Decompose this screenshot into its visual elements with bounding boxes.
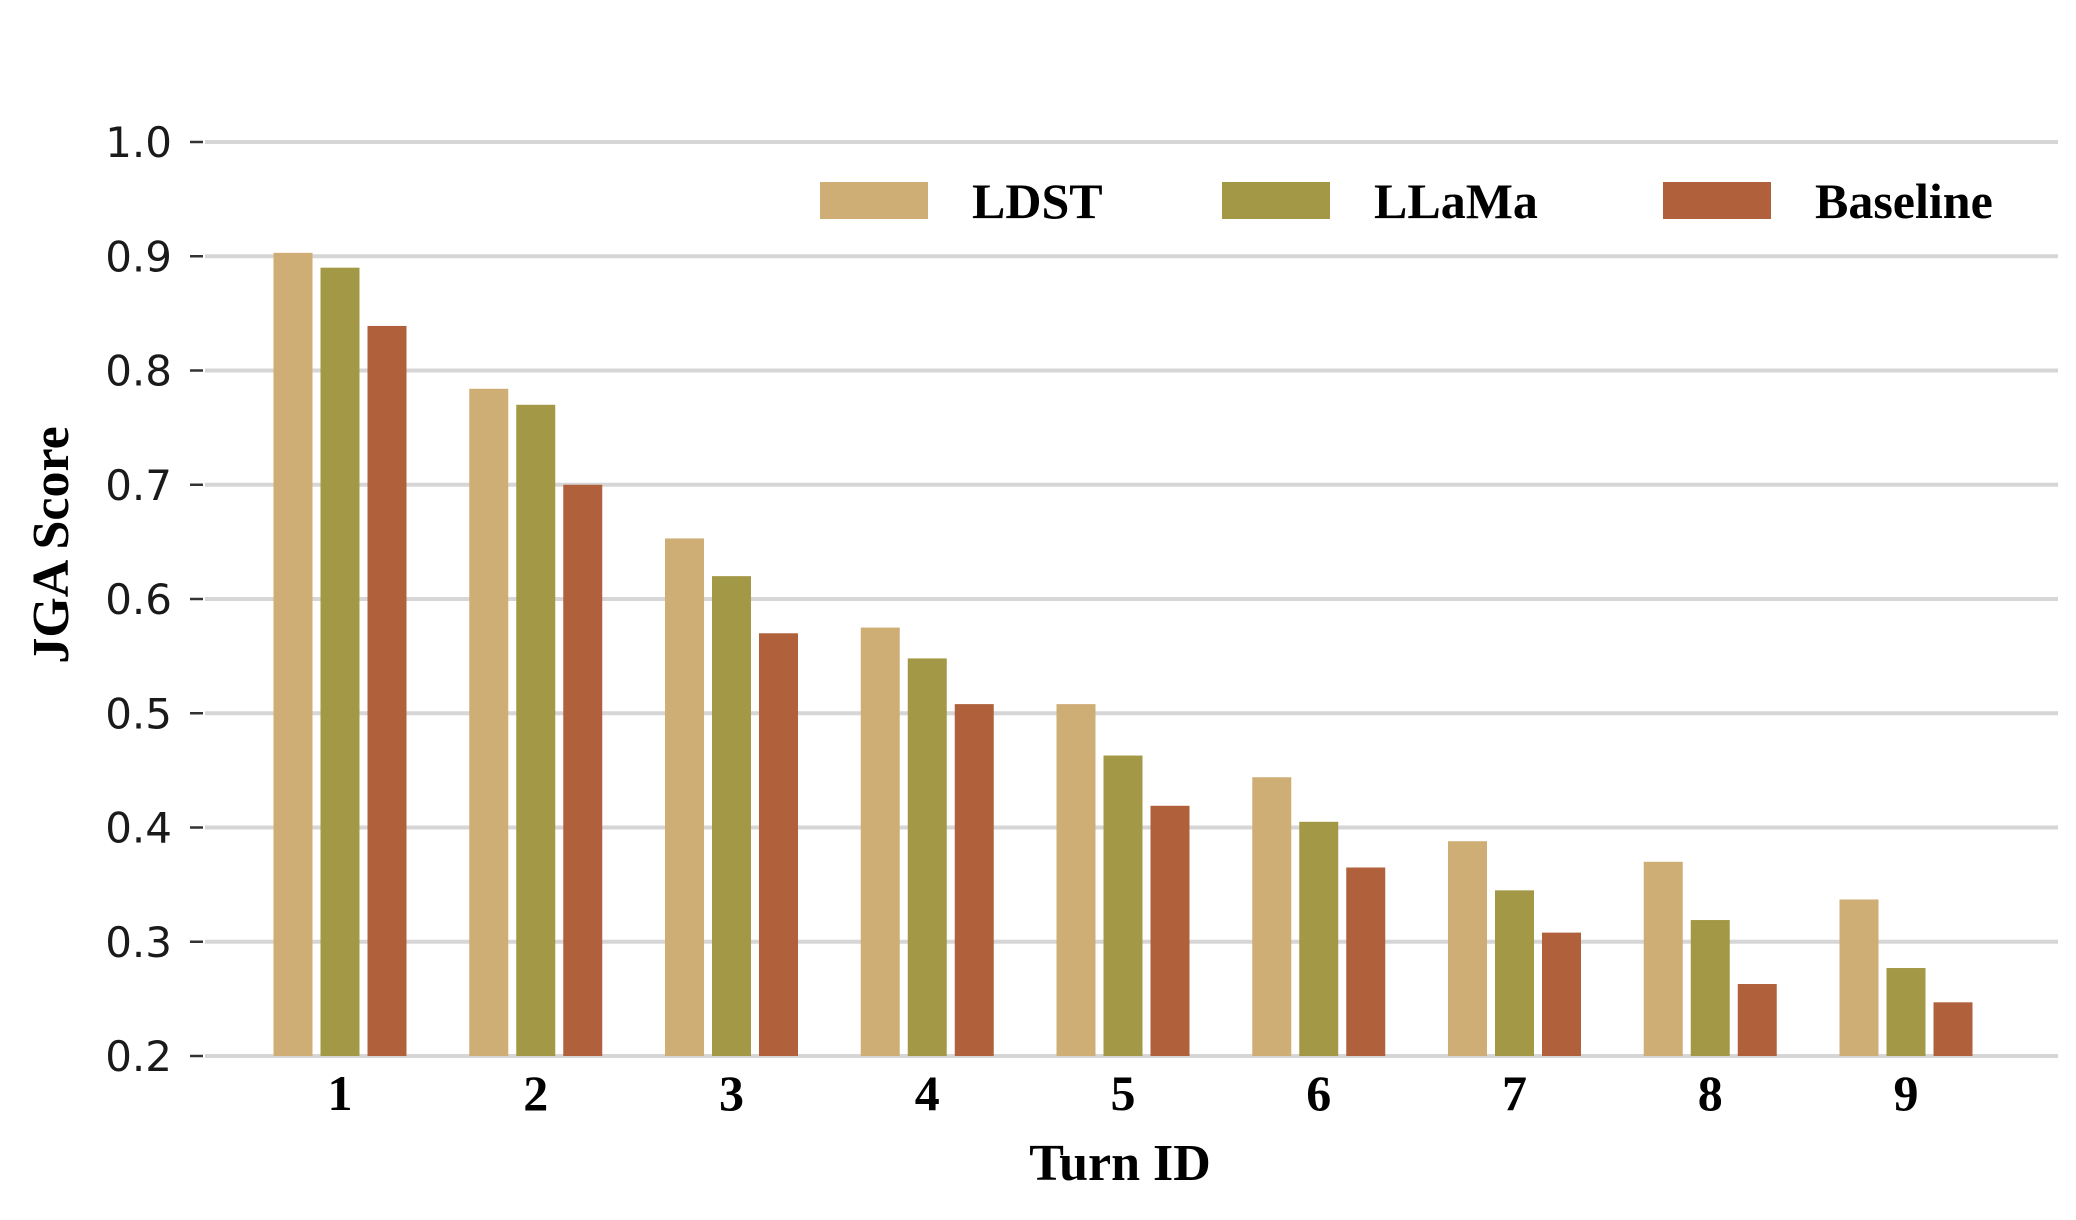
x-tick-label: 8 [1698,1065,1723,1121]
bar-ldst-turn-4 [860,627,900,1056]
bar-ldst-turn-3 [665,538,704,1056]
x-tick-label: 2 [523,1065,548,1121]
y-tick-label: 1.0 [105,118,172,167]
bar-baseline-turn-2 [563,484,603,1056]
bar-ldst-turn-7 [1448,841,1487,1056]
x-tick-label: 9 [1894,1065,1919,1121]
x-tick-label: 1 [328,1065,353,1121]
bar-ldst-turn-2 [469,388,509,1056]
y-tick-label: 0.8 [105,347,172,396]
y-tick-label: 0.4 [105,804,172,853]
bar-llama-turn-7 [1495,890,1534,1056]
bar-llama-turn-1 [320,267,360,1056]
bar-ldst-turn-9 [1839,899,1879,1056]
legend-label-llama: LLaMa [1374,173,1538,229]
x-tick-label: 4 [915,1065,940,1121]
bar-baseline-turn-5 [1150,805,1190,1056]
grid-lines [205,140,2058,1058]
legend-label-baseline: Baseline [1815,173,1993,229]
bar-baseline-turn-1 [367,325,407,1056]
y-tick-label: 0.3 [105,918,172,967]
bar-ldst-turn-8 [1643,861,1683,1056]
y-tick-label: 0.6 [105,575,172,624]
bars [273,252,1973,1056]
x-tick-label: 5 [1111,1065,1136,1121]
bar-baseline-turn-8 [1737,984,1777,1056]
bar-baseline-turn-9 [1933,1002,1973,1056]
bar-llama-turn-4 [907,658,947,1056]
x-tick-label: 3 [719,1065,744,1121]
x-axis-title: Turn ID [1029,1135,1211,1192]
bar-llama-turn-8 [1690,920,1730,1056]
y-axis-title: JGA Score [23,426,80,663]
bar-ldst-turn-1 [273,252,313,1056]
y-tick-label: 0.9 [105,232,172,281]
bar-llama-turn-9 [1886,968,1926,1056]
bar-baseline-turn-4 [954,704,994,1056]
legend-swatch-ldst [820,182,928,219]
legend-label-ldst: LDST [972,173,1103,229]
bar-llama-turn-5 [1103,755,1143,1056]
y-tick-label: 0.5 [105,689,172,738]
bar-ldst-turn-5 [1056,704,1096,1056]
x-axis: 1 2 3 4 5 6 7 8 9 [328,1065,1919,1121]
bar-baseline-turn-7 [1542,932,1581,1056]
legend: LDST LLaMa Baseline [820,173,1993,229]
x-tick-label: 7 [1502,1065,1527,1121]
bar-llama-turn-6 [1299,821,1339,1056]
x-tick-label: 6 [1306,1065,1331,1121]
bar-baseline-turn-6 [1346,867,1386,1056]
legend-swatch-llama [1222,182,1330,219]
legend-swatch-baseline [1663,182,1771,219]
bar-ldst-turn-6 [1252,777,1292,1056]
bar-llama-turn-2 [516,404,556,1056]
bar-baseline-turn-3 [759,633,798,1056]
y-tick-label: 0.2 [105,1032,172,1081]
y-axis: 0.2 0.3 0.4 0.5 0.6 0.7 0.8 0.9 1.0 [105,118,203,1081]
y-tick-label: 0.7 [105,461,172,510]
bar-llama-turn-3 [712,576,751,1056]
